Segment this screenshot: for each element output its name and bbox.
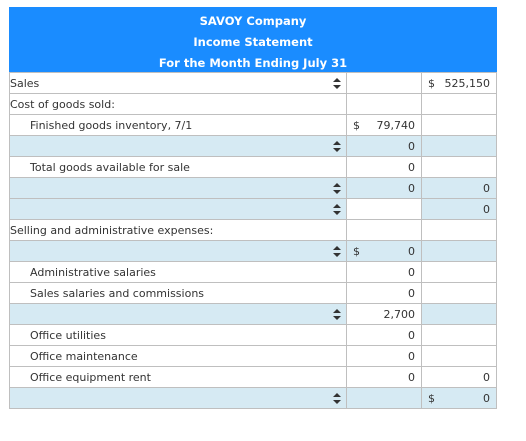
statement-table: Sales $ 525,150 Cost of goods sold: Fini… bbox=[9, 72, 498, 409]
amount-input[interactable]: $ 525,150 bbox=[420, 72, 498, 94]
amount-input[interactable] bbox=[420, 240, 498, 262]
sort-arrows-icon[interactable] bbox=[332, 309, 341, 320]
table-row: $ 0 bbox=[9, 387, 498, 409]
sort-arrows-icon[interactable] bbox=[332, 78, 341, 89]
row-label-select[interactable] bbox=[9, 303, 347, 325]
row-label: Administrative salaries bbox=[9, 261, 347, 283]
amount-value: 0 bbox=[407, 182, 415, 195]
row-label: Office utilities bbox=[9, 324, 347, 346]
table-row: Office equipment rent 0 0 bbox=[9, 366, 498, 388]
row-label-select[interactable] bbox=[9, 135, 347, 157]
currency-symbol: $ bbox=[427, 392, 435, 405]
amount-input[interactable]: 0 bbox=[420, 198, 498, 220]
amount-input[interactable] bbox=[420, 303, 498, 325]
amount-value: 525,150 bbox=[444, 77, 491, 90]
amount-value: 0 bbox=[483, 392, 490, 405]
table-row: Office utilities 0 bbox=[9, 324, 498, 346]
table-row: Selling and administrative expenses: bbox=[9, 219, 498, 241]
amount-input[interactable] bbox=[420, 93, 498, 115]
amount-input[interactable]: 0 bbox=[345, 156, 422, 178]
table-row: 2,700 bbox=[9, 303, 498, 325]
amount-input[interactable]: 0 bbox=[345, 324, 422, 346]
table-row: Total goods available for sale 0 bbox=[9, 156, 498, 178]
amount-input[interactable] bbox=[345, 198, 422, 220]
amount-input[interactable]: 0 bbox=[345, 366, 422, 388]
sort-arrows-icon[interactable] bbox=[332, 141, 341, 152]
amount-input[interactable]: 0 bbox=[345, 177, 422, 199]
amount-input[interactable] bbox=[420, 135, 498, 157]
amount-input[interactable] bbox=[420, 156, 498, 178]
company-name: SAVOY Company bbox=[199, 14, 307, 28]
row-label: Selling and administrative expenses: bbox=[9, 219, 347, 241]
table-row: Finished goods inventory, 7/1 $ 79,740 bbox=[9, 114, 498, 136]
table-row: Sales $ 525,150 bbox=[9, 72, 498, 94]
row-label: Office equipment rent bbox=[9, 366, 347, 388]
table-row: Office maintenance 0 bbox=[9, 345, 498, 367]
amount-input[interactable] bbox=[420, 345, 498, 367]
row-label: Finished goods inventory, 7/1 bbox=[9, 114, 347, 136]
currency-symbol: $ bbox=[427, 77, 435, 90]
amount-value: 79,740 bbox=[376, 119, 415, 132]
row-label-select[interactable] bbox=[9, 240, 347, 262]
table-row: 0 bbox=[9, 198, 498, 220]
sort-arrows-icon[interactable] bbox=[332, 204, 341, 215]
row-label: Total goods available for sale bbox=[9, 156, 347, 178]
amount-value: 0 bbox=[407, 329, 415, 342]
statement-header: SAVOY Company Income Statement For the M… bbox=[9, 7, 497, 72]
amount-input[interactable]: $ 0 bbox=[345, 240, 422, 262]
table-row: Administrative salaries 0 bbox=[9, 261, 498, 283]
amount-input[interactable] bbox=[345, 387, 422, 409]
amount-input[interactable]: 0 bbox=[420, 177, 498, 199]
amount-input[interactable]: $ 79,740 bbox=[345, 114, 422, 136]
amount-value: 0 bbox=[407, 245, 415, 258]
amount-input[interactable]: $ 0 bbox=[420, 387, 498, 409]
currency-symbol: $ bbox=[352, 245, 360, 258]
amount-value: 0 bbox=[407, 140, 415, 153]
sort-arrows-icon[interactable] bbox=[332, 246, 341, 257]
row-label: Office maintenance bbox=[9, 345, 347, 367]
amount-value: 0 bbox=[483, 203, 490, 216]
amount-value: 0 bbox=[483, 371, 490, 384]
amount-value: 0 bbox=[407, 161, 415, 174]
amount-input[interactable] bbox=[420, 114, 498, 136]
sort-arrows-icon[interactable] bbox=[332, 393, 341, 404]
amount-input[interactable] bbox=[345, 72, 422, 94]
currency-symbol: $ bbox=[352, 119, 360, 132]
statement-title: Income Statement bbox=[193, 35, 313, 49]
table-row: Sales salaries and commissions 0 bbox=[9, 282, 498, 304]
amount-input[interactable] bbox=[345, 219, 422, 241]
sort-arrows-icon[interactable] bbox=[332, 183, 341, 194]
table-row: $ 0 bbox=[9, 240, 498, 262]
amount-input[interactable]: 0 bbox=[345, 135, 422, 157]
row-label-select[interactable] bbox=[9, 198, 347, 220]
amount-value: 2,700 bbox=[383, 308, 415, 321]
amount-input[interactable]: 0 bbox=[420, 366, 498, 388]
row-label-select[interactable] bbox=[9, 177, 347, 199]
amount-input[interactable] bbox=[420, 219, 498, 241]
amount-value: 0 bbox=[407, 350, 415, 363]
table-row: 0 bbox=[9, 135, 498, 157]
statement-period: For the Month Ending July 31 bbox=[158, 56, 348, 70]
amount-input[interactable] bbox=[345, 93, 422, 115]
amount-input[interactable]: 0 bbox=[345, 345, 422, 367]
amount-input[interactable]: 0 bbox=[345, 282, 422, 304]
amount-input[interactable] bbox=[420, 324, 498, 346]
amount-value: 0 bbox=[407, 371, 415, 384]
amount-value: 0 bbox=[407, 287, 415, 300]
amount-value: 0 bbox=[483, 182, 490, 195]
amount-input[interactable] bbox=[420, 261, 498, 283]
amount-input[interactable] bbox=[420, 282, 498, 304]
row-label-select[interactable] bbox=[9, 387, 347, 409]
amount-value: 0 bbox=[407, 266, 415, 279]
row-label-select[interactable]: Sales bbox=[9, 72, 347, 94]
row-label: Cost of goods sold: bbox=[9, 93, 347, 115]
table-row: 0 0 bbox=[9, 177, 498, 199]
row-label: Sales salaries and commissions bbox=[9, 282, 347, 304]
amount-input[interactable]: 2,700 bbox=[345, 303, 422, 325]
amount-input[interactable]: 0 bbox=[345, 261, 422, 283]
row-label: Sales bbox=[10, 76, 40, 90]
table-row: Cost of goods sold: bbox=[9, 93, 498, 115]
